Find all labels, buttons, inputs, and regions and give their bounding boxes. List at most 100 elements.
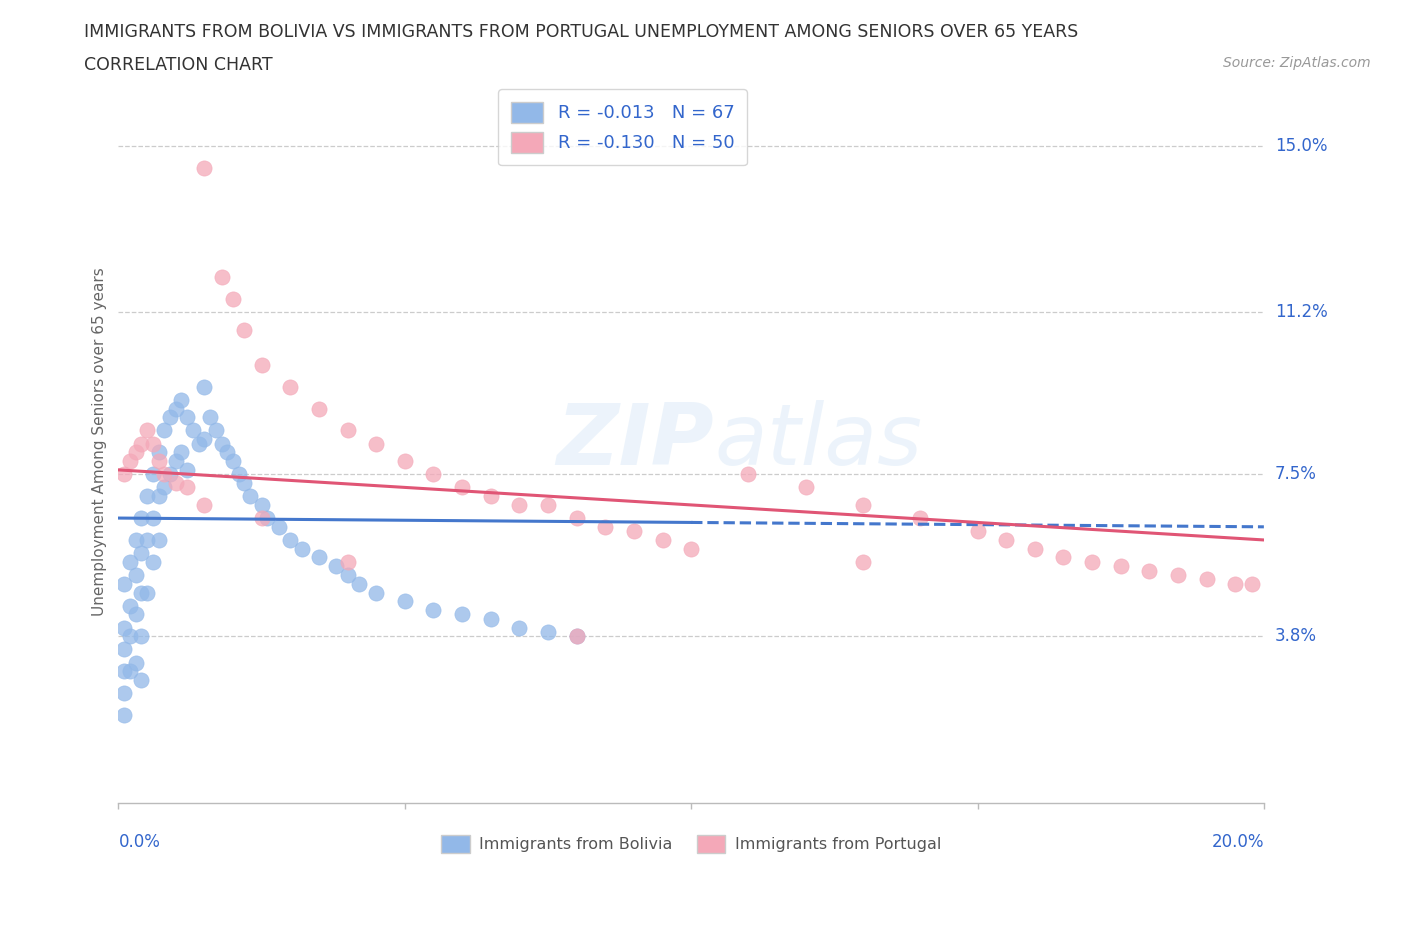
Point bbox=[366, 585, 388, 600]
Point bbox=[131, 511, 153, 525]
Point bbox=[181, 423, 204, 438]
Point bbox=[250, 511, 273, 525]
Point bbox=[211, 270, 233, 285]
Point bbox=[124, 655, 146, 670]
Point bbox=[267, 519, 290, 534]
Point bbox=[366, 436, 388, 451]
Point bbox=[204, 423, 226, 438]
Point bbox=[193, 432, 215, 446]
Point bbox=[112, 708, 135, 723]
Point bbox=[131, 629, 153, 644]
Point bbox=[256, 511, 278, 525]
Point bbox=[112, 467, 135, 482]
Point bbox=[118, 454, 141, 469]
Point bbox=[148, 445, 170, 459]
Point bbox=[336, 554, 359, 569]
Point bbox=[336, 567, 359, 582]
Point bbox=[394, 454, 416, 469]
Point bbox=[852, 498, 875, 512]
Point bbox=[250, 357, 273, 372]
Point bbox=[291, 541, 314, 556]
Point bbox=[217, 445, 239, 459]
Point bbox=[153, 480, 176, 495]
Point bbox=[1052, 550, 1074, 565]
Point bbox=[278, 379, 301, 394]
Point bbox=[198, 410, 221, 425]
Point bbox=[651, 533, 673, 548]
Point bbox=[325, 559, 347, 574]
Point bbox=[508, 620, 530, 635]
Point bbox=[1137, 564, 1160, 578]
Point bbox=[118, 664, 141, 679]
Y-axis label: Unemployment Among Seniors over 65 years: Unemployment Among Seniors over 65 years bbox=[93, 267, 107, 616]
Point bbox=[148, 489, 170, 504]
Text: ZIP: ZIP bbox=[557, 400, 714, 483]
Point bbox=[176, 410, 198, 425]
Point bbox=[422, 603, 444, 618]
Text: atlas: atlas bbox=[714, 400, 922, 483]
Point bbox=[479, 611, 502, 626]
Point bbox=[336, 423, 359, 438]
Point bbox=[565, 629, 588, 644]
Point bbox=[233, 475, 256, 490]
Point bbox=[852, 554, 875, 569]
Point bbox=[451, 480, 474, 495]
Point bbox=[1241, 577, 1264, 591]
Point bbox=[239, 489, 262, 504]
Point bbox=[193, 160, 215, 175]
Point bbox=[148, 454, 170, 469]
Point bbox=[124, 567, 146, 582]
Point bbox=[131, 672, 153, 687]
Point bbox=[136, 423, 159, 438]
Text: 0.0%: 0.0% bbox=[118, 833, 160, 851]
Point bbox=[995, 533, 1018, 548]
Point bbox=[308, 550, 330, 565]
Point bbox=[623, 524, 645, 538]
Point bbox=[278, 533, 301, 548]
Text: IMMIGRANTS FROM BOLIVIA VS IMMIGRANTS FROM PORTUGAL UNEMPLOYMENT AMONG SENIORS O: IMMIGRANTS FROM BOLIVIA VS IMMIGRANTS FR… bbox=[84, 23, 1078, 41]
Point bbox=[737, 467, 759, 482]
Point bbox=[153, 467, 176, 482]
Point bbox=[136, 585, 159, 600]
Point bbox=[136, 533, 159, 548]
Point bbox=[112, 664, 135, 679]
Point bbox=[565, 629, 588, 644]
Point bbox=[118, 629, 141, 644]
Text: 15.0%: 15.0% bbox=[1275, 137, 1327, 154]
Point bbox=[250, 498, 273, 512]
Point bbox=[170, 445, 193, 459]
Point bbox=[118, 598, 141, 613]
Point bbox=[142, 554, 165, 569]
Point bbox=[131, 585, 153, 600]
Point bbox=[112, 685, 135, 700]
Point bbox=[142, 467, 165, 482]
Point bbox=[165, 454, 187, 469]
Point bbox=[118, 554, 141, 569]
Point bbox=[112, 577, 135, 591]
Point bbox=[508, 498, 530, 512]
Point bbox=[124, 445, 146, 459]
Point bbox=[211, 436, 233, 451]
Point bbox=[1081, 554, 1104, 569]
Point bbox=[148, 533, 170, 548]
Point bbox=[681, 541, 703, 556]
Point bbox=[308, 401, 330, 416]
Point bbox=[222, 292, 245, 307]
Point bbox=[136, 489, 159, 504]
Point bbox=[142, 436, 165, 451]
Point bbox=[966, 524, 988, 538]
Point bbox=[422, 467, 444, 482]
Point bbox=[142, 511, 165, 525]
Point bbox=[233, 323, 256, 338]
Point bbox=[222, 454, 245, 469]
Point bbox=[176, 480, 198, 495]
Point bbox=[153, 423, 176, 438]
Text: 11.2%: 11.2% bbox=[1275, 303, 1327, 321]
Text: Source: ZipAtlas.com: Source: ZipAtlas.com bbox=[1223, 56, 1371, 70]
Point bbox=[451, 607, 474, 622]
Point bbox=[537, 498, 560, 512]
Point bbox=[193, 498, 215, 512]
Point bbox=[1167, 567, 1189, 582]
Text: 20.0%: 20.0% bbox=[1212, 833, 1264, 851]
Legend: Immigrants from Bolivia, Immigrants from Portugal: Immigrants from Bolivia, Immigrants from… bbox=[434, 829, 948, 860]
